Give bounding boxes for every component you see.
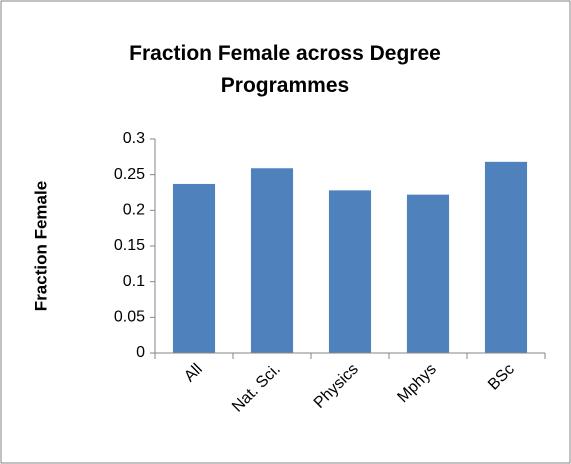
bar (172, 183, 216, 353)
y-tick-label: 0.05 (114, 309, 145, 326)
bar (406, 194, 450, 353)
bar (250, 168, 294, 353)
y-tick-label: 0.2 (123, 202, 145, 219)
y-axis-label: Fraction Female (31, 181, 50, 311)
y-tick-label: 0.1 (123, 273, 145, 290)
y-tick-label: 0.3 (123, 130, 145, 147)
y-tick-label: 0.15 (114, 237, 145, 254)
bar (484, 161, 528, 353)
y-tick-label: 0 (136, 344, 145, 361)
y-tick-label: 0.25 (114, 166, 145, 183)
bar (328, 190, 372, 353)
chart-title: Fraction Female across Degree Programmes (129, 42, 441, 97)
